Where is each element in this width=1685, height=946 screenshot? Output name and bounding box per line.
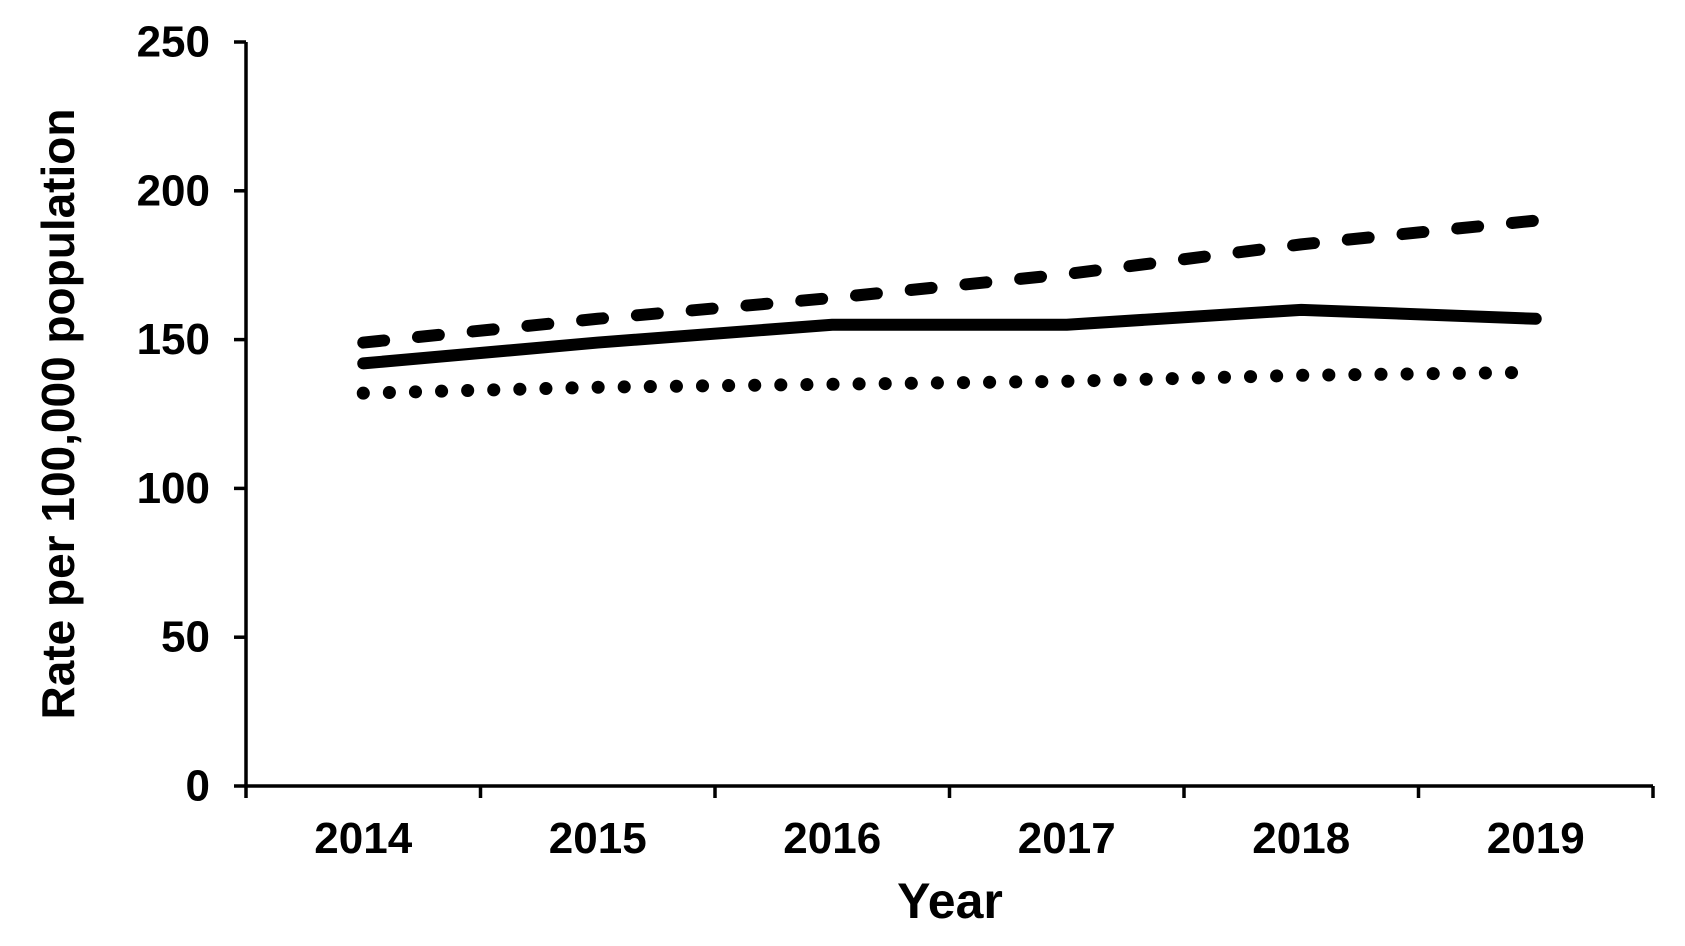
x-tick-label: 2016 (783, 814, 881, 863)
x-tick-label: 2018 (1252, 814, 1350, 863)
dotted-line-series (356, 365, 1543, 400)
y-tick-label: 50 (161, 613, 210, 662)
y-tick-label: 200 (137, 166, 210, 215)
y-tick-label: 100 (137, 464, 210, 513)
x-axis-title: Year (897, 873, 1003, 929)
x-tick-label: 2019 (1487, 814, 1585, 863)
x-tick-label: 2014 (314, 814, 412, 863)
x-tick-label: 2015 (549, 814, 647, 863)
y-axis-title: Rate per 100,000 population (32, 108, 84, 720)
solid-line-series (357, 303, 1542, 370)
y-tick-label: 0 (186, 762, 210, 811)
x-tick-label: 2017 (1018, 814, 1116, 863)
y-tick-label: 150 (137, 315, 210, 364)
y-tick-label: 250 (137, 18, 210, 67)
